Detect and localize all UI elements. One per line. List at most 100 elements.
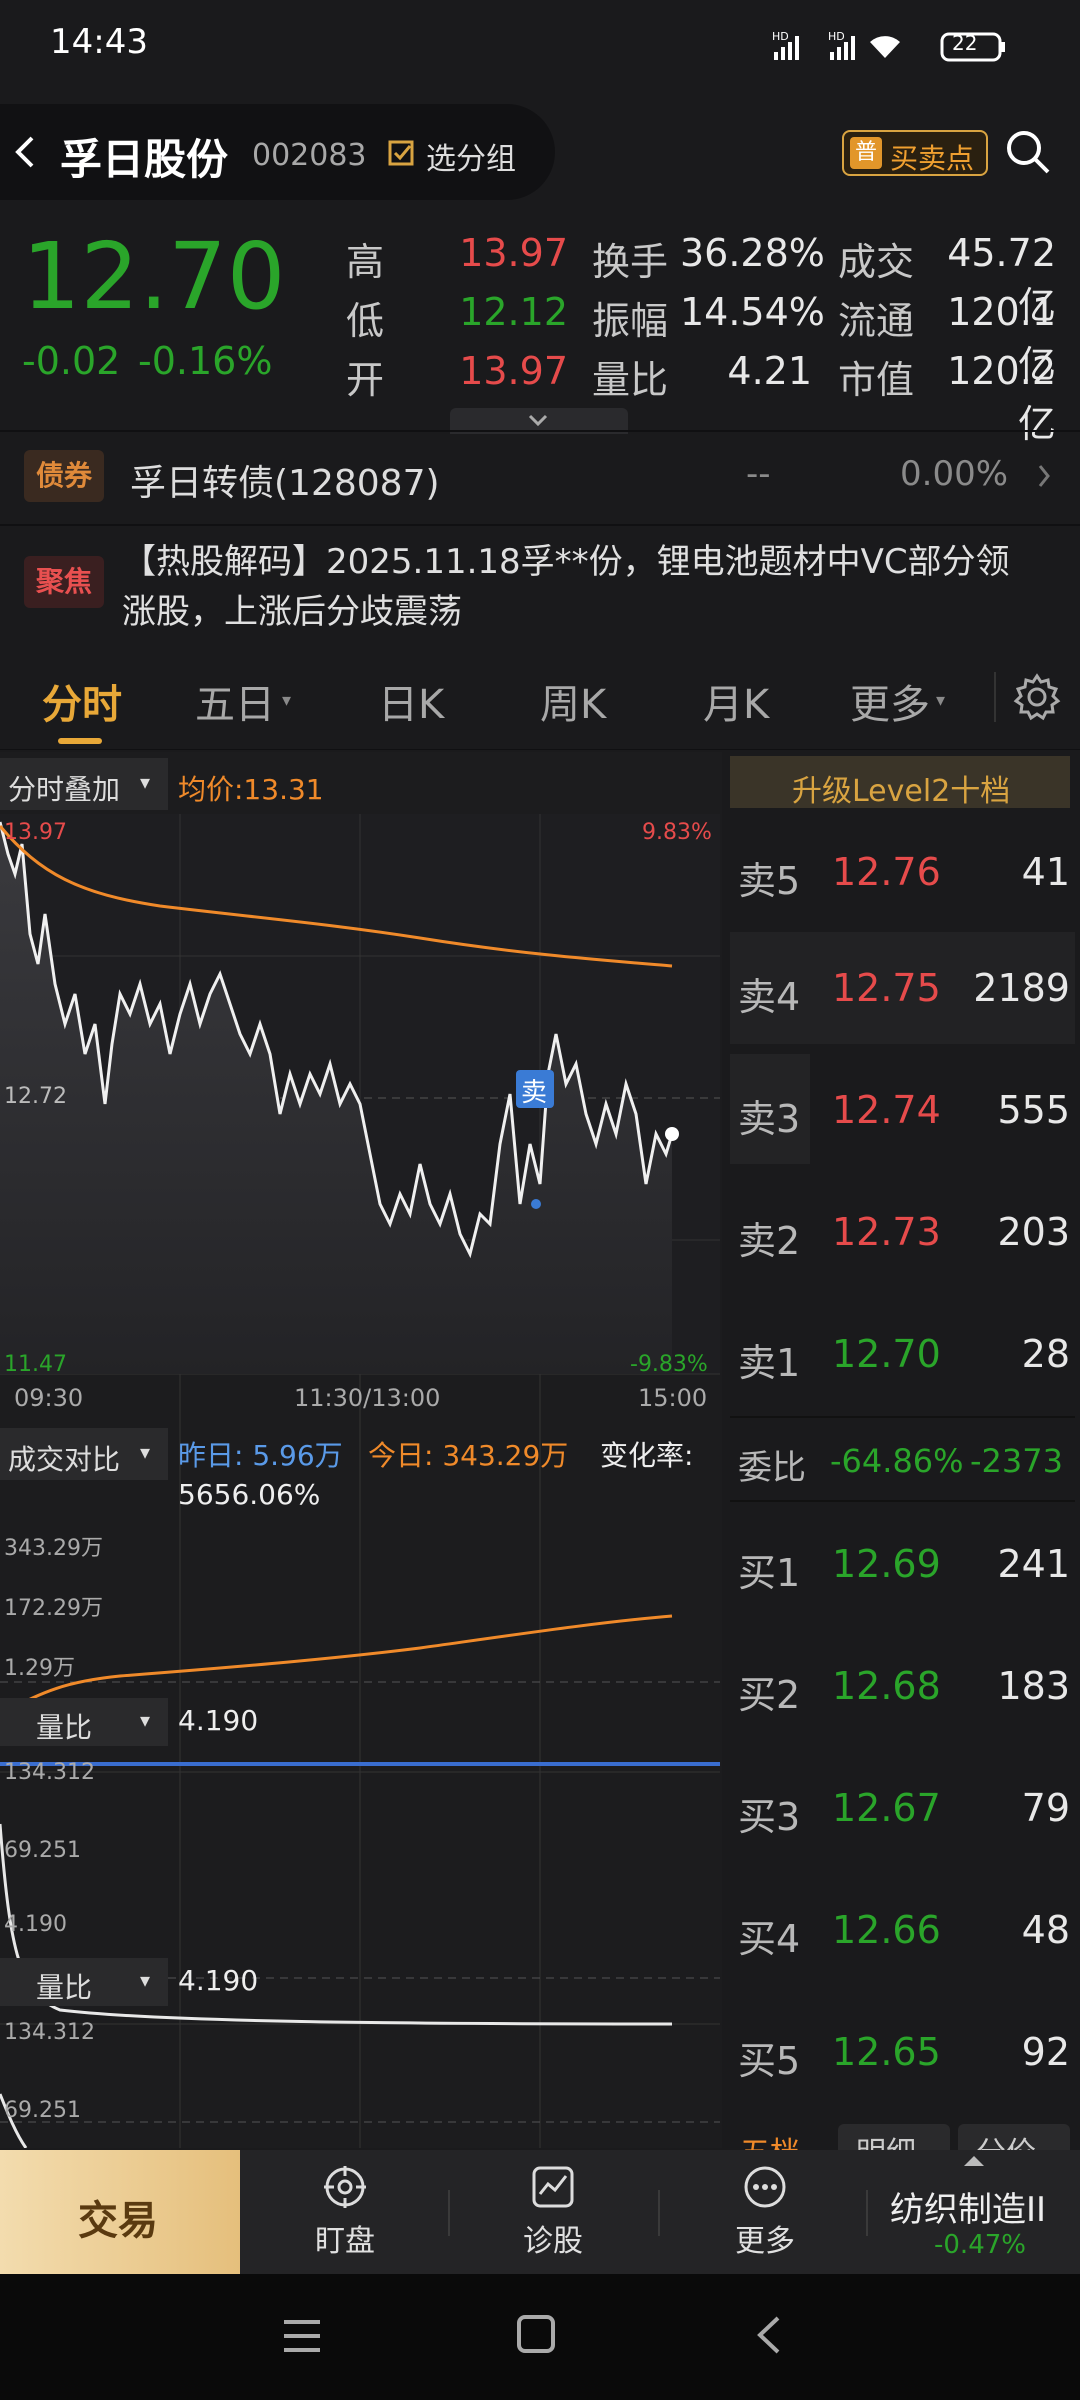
overlay-dropdown[interactable]: 分时叠加 ▾ [0,758,168,810]
sector-pct: -0.47% [934,2230,1026,2260]
time-mid: 11:30/13:00 [294,1384,441,1412]
settings-icon[interactable] [1012,672,1062,722]
ask-row-1: 卖1 12.70 28 [730,1298,1075,1410]
turnover-label: 换手 [592,240,669,284]
bid-price: 12.69 [832,1542,941,1586]
ratio-value-1: 4.190 [178,1704,259,1737]
tab-daily-k[interactable]: 日K [378,682,445,728]
tab-intraday[interactable]: 分时 [42,682,122,728]
stock-name: 孚日股份 [60,135,229,184]
chevron-right-icon [1038,465,1050,487]
back-nav-icon[interactable] [754,2314,784,2356]
ratio-dropdown-2[interactable]: 量比 ▾ [0,1958,168,2006]
price-change-pct: -0.16% [138,339,273,383]
commission-ratio-value: -64.86% [830,1442,964,1480]
buysell-point-button[interactable]: 普 买卖点 [842,130,988,176]
search-icon[interactable] [1004,128,1054,178]
overlay-label: 分时叠加 [8,773,121,806]
volume-tick-mid: 172.29万 [4,1596,103,1621]
deal-value: 45.72亿 [947,231,1056,328]
chart-canvas[interactable] [0,814,722,2148]
ask-price: 12.75 [832,966,941,1010]
amplitude-label: 振幅 [592,299,669,343]
ratio-tick-mid-2: 69.251 [4,2098,81,2123]
ratio-tick-mid-1: 69.251 [4,1838,81,1863]
bid-volume: 48 [1021,1908,1070,1952]
buysell-label: 买卖点 [890,142,975,175]
target-icon[interactable] [322,2164,368,2210]
more-icon[interactable] [742,2164,788,2210]
back-icon[interactable] [12,134,38,170]
volume-compare-label: 成交对比 [8,1443,121,1476]
upgrade-level2-button[interactable]: 升级Level2十档 [730,756,1070,809]
menu-icon[interactable] [282,2318,322,2354]
chart-bottom-pct: -9.83% [630,1352,708,1377]
sector-name[interactable]: 纺织制造II [890,2190,1047,2230]
bid-label: 买1 [738,1551,801,1595]
turnover-value: 36.28% [680,231,825,275]
diagnose-label[interactable]: 诊股 [523,2224,583,2259]
trade-button[interactable]: 交易 [0,2150,240,2274]
chart-bottom-price: 11.47 [4,1352,67,1377]
current-point [665,1127,679,1141]
stock-code: 002083 [252,138,367,173]
ratio-tick-bottom-1: 4.190 [4,1912,67,1937]
tab-active-indicator [58,738,102,744]
ask-label: 卖3 [738,1097,801,1141]
change-rate-label: 变化率: [600,1439,694,1472]
checkbox-icon[interactable] [388,140,416,168]
commission-ratio-diff: -2373 [970,1442,1063,1480]
tab-weekly-k[interactable]: 周K [540,682,607,728]
select-group-button[interactable]: 选分组 [426,142,516,177]
commission-ratio-label: 委比 [738,1448,806,1488]
more-label[interactable]: 更多 [735,2224,795,2259]
bid-price: 12.68 [832,1664,941,1708]
bid-price: 12.67 [832,1786,941,1830]
dropdown-caret-icon: ▾ [140,1708,151,1732]
svg-text:HD: HD [828,30,845,43]
bid-price: 12.65 [832,2030,941,2074]
amplitude-value: 14.54% [680,290,825,334]
bid-row-4: 买4 12.66 48 [730,1874,1075,1986]
dropdown-caret-icon: ▾ [140,770,151,794]
ask-label: 卖5 [738,859,801,903]
chart-tabs [0,650,1080,750]
price-line [0,821,674,1259]
svg-text:HD: HD [772,30,789,43]
bid-label: 买2 [738,1673,801,1717]
ask-row-4: 卖4 12.75 2189 [730,932,1075,1044]
tab-five-level[interactable]: 五档 [740,2128,800,2150]
bid-price: 12.66 [832,1908,941,1952]
bond-row[interactable]: 债券 孚日转债(128087) -- 0.00% [0,432,1080,524]
tab-price-split[interactable]: 分价 [976,2128,1036,2150]
ask-row-2: 卖2 12.73 203 [730,1176,1075,1288]
chevron-up-icon [964,2156,984,2166]
volume-compare-dropdown[interactable]: 成交对比 ▾ [0,1428,168,1480]
expand-toggle[interactable] [450,408,628,434]
float-label: 流通 [838,299,915,343]
system-nav-bar [0,2274,1080,2400]
orderbook-bottom-tabs: 五档 明细 分价 [730,2124,1075,2150]
chart-diagnose-icon[interactable] [530,2164,576,2210]
ratio-dropdown-1[interactable]: 量比 ▾ [0,1698,168,1746]
tab-monthly-k[interactable]: 月K [703,682,770,728]
sell-marker[interactable]: 卖 [516,1070,554,1108]
time-end: 15:00 [638,1384,708,1412]
ask-label: 卖1 [738,1341,801,1385]
tab-more[interactable]: 更多 [850,682,930,728]
news-row[interactable]: 聚焦 【热股解码】2025.11.18孚**份，锂电池题材中VC部分领 涨股，上… [0,526,1080,644]
home-icon[interactable] [516,2314,556,2354]
ask-price: 12.70 [832,1332,941,1376]
volume-tick-top: 343.29万 [4,1536,103,1561]
dropdown-caret-icon: ▾ [140,1968,151,1992]
tab-five-day[interactable]: 五日 [195,682,275,728]
vol-ratio-line-2 [0,2093,28,2148]
volume-tick-bottom: 1.29万 [4,1656,75,1681]
ask-volume: 555 [997,1088,1070,1132]
bid-row-1: 买1 12.69 241 [730,1508,1075,1620]
watch-label[interactable]: 盯盘 [315,2224,375,2259]
time-start: 09:30 [14,1384,84,1412]
tab-detail[interactable]: 明细 [856,2128,916,2150]
bid-label: 买3 [738,1795,801,1839]
bond-badge: 债券 [24,450,104,502]
